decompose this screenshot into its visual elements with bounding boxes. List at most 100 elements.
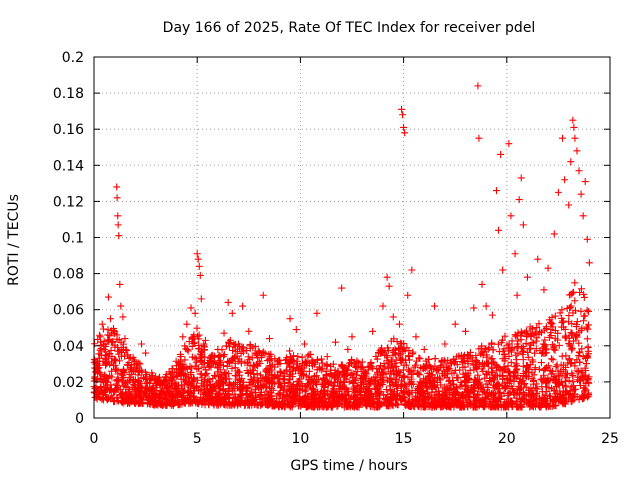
data-point xyxy=(207,385,215,393)
data-point xyxy=(524,348,532,356)
data-point xyxy=(571,297,579,305)
data-point xyxy=(220,351,228,359)
data-point xyxy=(514,371,522,379)
data-point xyxy=(577,285,585,293)
data-point xyxy=(364,364,372,372)
data-point xyxy=(493,381,501,389)
data-point xyxy=(425,398,433,406)
data-point xyxy=(168,396,176,404)
data-point xyxy=(298,353,306,361)
y-tick-label: 0.1 xyxy=(62,231,84,247)
data-point xyxy=(407,367,415,375)
data-point xyxy=(362,395,370,403)
data-point xyxy=(193,250,201,258)
data-point xyxy=(243,347,251,355)
data-point xyxy=(483,371,491,379)
data-point xyxy=(475,391,483,399)
data-point xyxy=(513,332,521,340)
data-point xyxy=(122,383,130,391)
data-point xyxy=(508,337,516,345)
data-point xyxy=(478,384,486,392)
data-point xyxy=(374,380,382,388)
data-point xyxy=(206,382,214,390)
data-point xyxy=(360,374,368,382)
data-point xyxy=(163,384,171,392)
data-point xyxy=(214,345,222,353)
data-point xyxy=(154,376,162,384)
data-point xyxy=(464,370,472,378)
data-point xyxy=(454,389,462,397)
data-point xyxy=(434,390,442,398)
data-point xyxy=(265,335,273,343)
data-point xyxy=(558,352,566,360)
data-point xyxy=(433,402,441,410)
data-point xyxy=(528,325,536,333)
data-point xyxy=(112,365,120,373)
data-point xyxy=(360,367,368,375)
data-point xyxy=(216,357,224,365)
data-point xyxy=(551,334,559,342)
data-point xyxy=(527,385,535,393)
data-point xyxy=(217,358,225,366)
data-point xyxy=(580,290,588,298)
data-point xyxy=(552,363,560,371)
data-point xyxy=(500,365,508,373)
data-point xyxy=(504,362,512,370)
data-point xyxy=(237,349,245,357)
data-point xyxy=(422,364,430,372)
data-point xyxy=(517,174,525,182)
data-point xyxy=(125,388,133,396)
data-point xyxy=(255,358,263,366)
data-point xyxy=(402,384,410,392)
data-point xyxy=(340,364,348,372)
data-point xyxy=(225,381,233,389)
data-point xyxy=(342,397,350,405)
data-point xyxy=(508,343,516,351)
data-point xyxy=(451,320,459,328)
data-point xyxy=(96,346,104,354)
data-point xyxy=(297,401,305,409)
data-point xyxy=(571,279,579,287)
data-point xyxy=(351,400,359,408)
y-tick-label: 0.18 xyxy=(53,86,84,102)
data-point xyxy=(456,399,464,407)
data-point xyxy=(437,381,445,389)
data-point xyxy=(173,396,181,404)
data-point xyxy=(483,351,491,359)
data-point xyxy=(525,373,533,381)
data-point xyxy=(94,363,102,371)
data-point xyxy=(566,355,574,363)
data-point xyxy=(131,367,139,375)
x-tick-label: 10 xyxy=(291,431,309,447)
data-point xyxy=(561,325,569,333)
data-point xyxy=(328,372,336,380)
data-point xyxy=(214,391,222,399)
data-point xyxy=(548,313,556,321)
data-point xyxy=(173,362,181,370)
data-point xyxy=(459,359,467,367)
data-point xyxy=(414,384,422,392)
data-point xyxy=(571,390,579,398)
data-point xyxy=(176,350,184,358)
data-point xyxy=(192,355,200,363)
data-point xyxy=(567,360,575,368)
data-point xyxy=(526,389,534,397)
data-point xyxy=(142,349,150,357)
data-point xyxy=(173,372,181,380)
data-point xyxy=(100,372,108,380)
data-point xyxy=(579,353,587,361)
data-point xyxy=(535,320,543,328)
data-point xyxy=(311,398,319,406)
data-point xyxy=(517,328,525,336)
data-point xyxy=(549,356,557,364)
data-point xyxy=(277,369,285,377)
data-point xyxy=(494,380,502,388)
data-point xyxy=(540,397,548,405)
data-point xyxy=(532,390,540,398)
data-point xyxy=(113,331,121,339)
data-point xyxy=(512,366,520,374)
data-point xyxy=(372,390,380,398)
data-point xyxy=(137,340,145,348)
data-point xyxy=(546,366,554,374)
data-point xyxy=(568,329,576,337)
